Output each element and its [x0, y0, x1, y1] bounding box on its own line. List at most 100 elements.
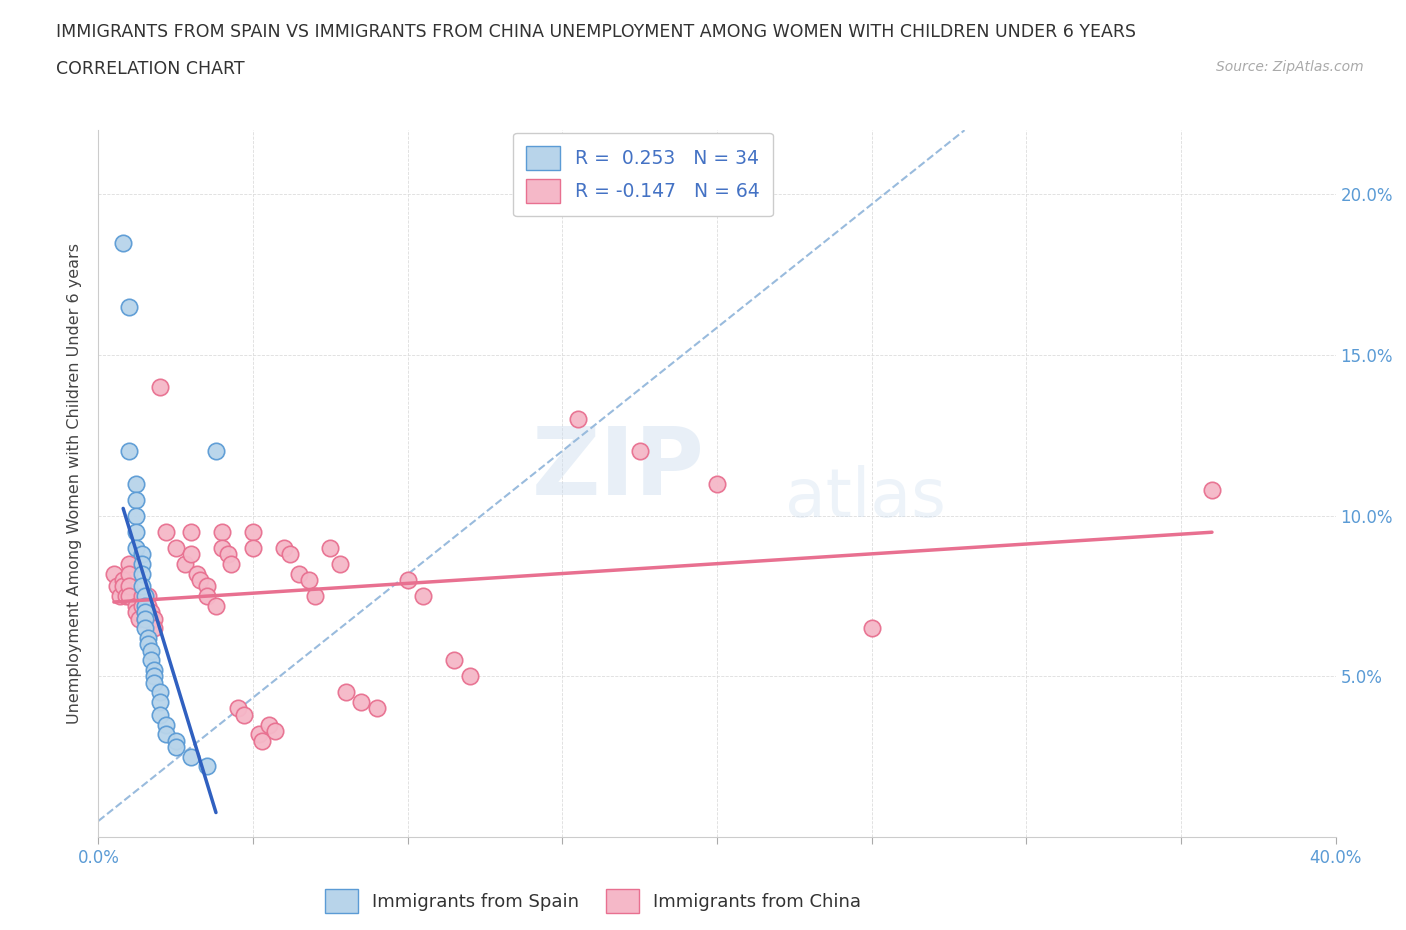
- Point: [180, 750, 202, 764]
- Point: [118, 566, 141, 581]
- Point: [221, 556, 243, 571]
- Point: [247, 726, 270, 741]
- Point: [174, 556, 197, 571]
- Point: [118, 444, 141, 458]
- Point: [1201, 483, 1223, 498]
- Point: [136, 598, 159, 613]
- Point: [298, 573, 321, 588]
- Point: [134, 611, 156, 626]
- Point: [396, 573, 419, 588]
- Point: [211, 525, 233, 539]
- Point: [263, 724, 285, 738]
- Point: [124, 476, 146, 491]
- Point: [860, 620, 883, 635]
- Point: [112, 235, 135, 250]
- Point: [131, 556, 153, 571]
- Point: [131, 589, 153, 604]
- Point: [108, 589, 131, 604]
- Point: [124, 604, 146, 619]
- Point: [628, 444, 651, 458]
- Point: [278, 547, 301, 562]
- Point: [149, 379, 172, 394]
- Point: [124, 509, 146, 524]
- Point: [112, 579, 135, 594]
- Point: [180, 525, 202, 539]
- Point: [335, 685, 357, 700]
- Point: [217, 547, 239, 562]
- Point: [118, 556, 141, 571]
- Point: [128, 611, 150, 626]
- Point: [131, 598, 153, 613]
- Point: [149, 695, 172, 710]
- Point: [134, 611, 156, 626]
- Point: [136, 631, 159, 645]
- Point: [242, 525, 264, 539]
- Point: [134, 598, 156, 613]
- Point: [149, 708, 172, 723]
- Point: [350, 695, 373, 710]
- Point: [139, 644, 162, 658]
- Point: [134, 620, 156, 635]
- Point: [131, 547, 153, 562]
- Point: [124, 492, 146, 507]
- Point: [319, 540, 342, 555]
- Point: [134, 604, 156, 619]
- Y-axis label: Unemployment Among Women with Children Under 6 years: Unemployment Among Women with Children U…: [67, 243, 83, 724]
- Point: [155, 726, 177, 741]
- Point: [143, 662, 166, 677]
- Point: [155, 525, 177, 539]
- Point: [329, 556, 352, 571]
- Point: [252, 733, 274, 748]
- Point: [706, 476, 728, 491]
- Point: [165, 540, 187, 555]
- Point: [115, 589, 138, 604]
- Point: [304, 589, 326, 604]
- Point: [205, 598, 228, 613]
- Point: [186, 566, 208, 581]
- Point: [165, 739, 187, 754]
- Point: [103, 566, 125, 581]
- Point: [273, 540, 295, 555]
- Text: ZIP: ZIP: [531, 423, 704, 515]
- Point: [136, 589, 159, 604]
- Point: [136, 637, 159, 652]
- Point: [139, 653, 162, 668]
- Point: [143, 675, 166, 690]
- Point: [242, 540, 264, 555]
- Point: [257, 717, 280, 732]
- Point: [458, 669, 481, 684]
- Point: [195, 759, 218, 774]
- Legend: Immigrants from Spain, Immigrants from China: Immigrants from Spain, Immigrants from C…: [318, 883, 869, 920]
- Point: [118, 299, 141, 314]
- Point: [118, 589, 141, 604]
- Point: [412, 589, 434, 604]
- Point: [155, 717, 177, 732]
- Point: [124, 598, 146, 613]
- Point: [112, 573, 135, 588]
- Point: [190, 573, 212, 588]
- Text: Source: ZipAtlas.com: Source: ZipAtlas.com: [1216, 60, 1364, 74]
- Text: CORRELATION CHART: CORRELATION CHART: [56, 60, 245, 78]
- Point: [195, 589, 218, 604]
- Point: [232, 708, 254, 723]
- Point: [124, 540, 146, 555]
- Point: [143, 620, 166, 635]
- Point: [195, 579, 218, 594]
- Point: [443, 653, 465, 668]
- Point: [131, 566, 153, 581]
- Point: [288, 566, 311, 581]
- Text: atlas: atlas: [785, 465, 946, 531]
- Point: [118, 579, 141, 594]
- Point: [366, 701, 388, 716]
- Text: IMMIGRANTS FROM SPAIN VS IMMIGRANTS FROM CHINA UNEMPLOYMENT AMONG WOMEN WITH CHI: IMMIGRANTS FROM SPAIN VS IMMIGRANTS FROM…: [56, 23, 1136, 41]
- Point: [134, 589, 156, 604]
- Point: [124, 525, 146, 539]
- Point: [139, 604, 162, 619]
- Point: [105, 579, 128, 594]
- Point: [134, 604, 156, 619]
- Point: [180, 547, 202, 562]
- Point: [131, 579, 153, 594]
- Point: [567, 412, 589, 427]
- Point: [205, 444, 228, 458]
- Point: [211, 540, 233, 555]
